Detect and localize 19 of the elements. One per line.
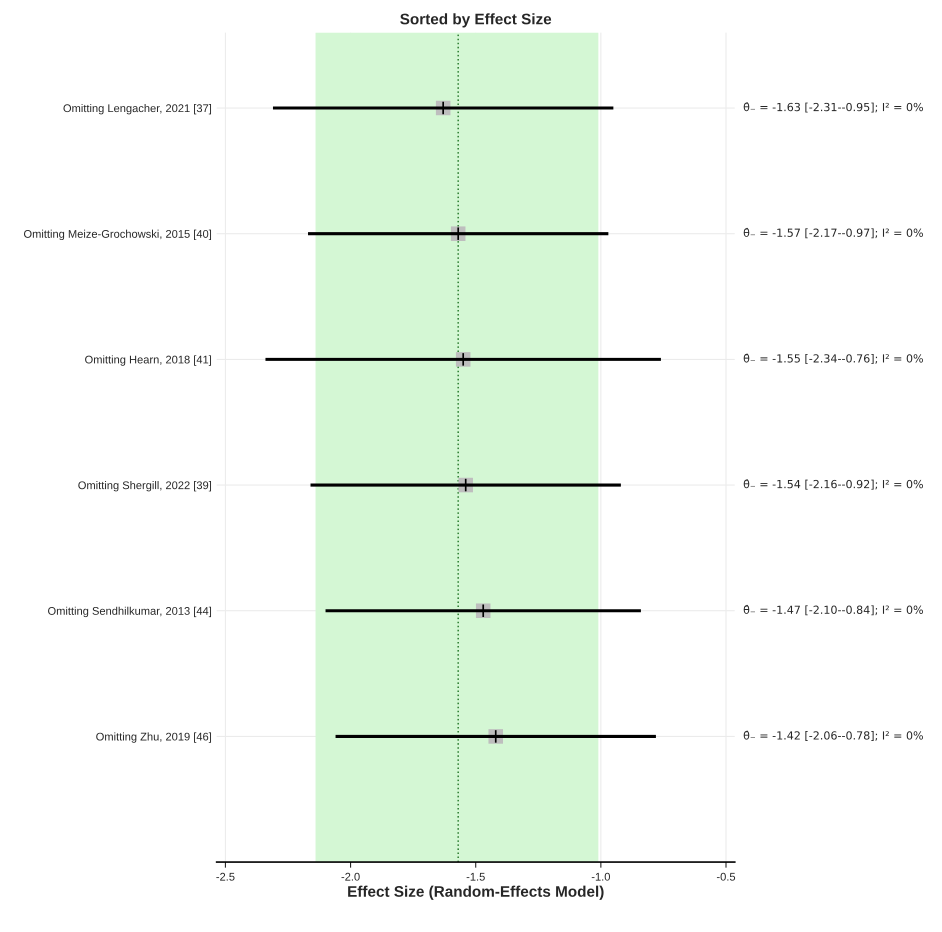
x-axis-title: Effect Size (Random-Effects Model) bbox=[348, 886, 604, 900]
x-tick-label: -0.5 bbox=[716, 872, 736, 881]
y-tick-label: Omitting Hearn, 2018 [41] bbox=[85, 355, 212, 366]
data-label: θ̂₋ = -1.47 [-2.10--0.84]; I² = 0% bbox=[744, 604, 923, 616]
data-label: θ̂₋ = -1.63 [-2.31--0.95]; I² = 0% bbox=[744, 102, 923, 113]
y-tick-label: Omitting Lengacher, 2021 [37] bbox=[63, 104, 212, 114]
y-tick-label: Omitting Shergill, 2022 [39] bbox=[78, 481, 212, 492]
data-label: θ̂₋ = -1.55 [-2.34--0.76]; I² = 0% bbox=[744, 354, 923, 364]
x-tick-label: -1.0 bbox=[592, 872, 610, 881]
data-label: θ̂₋ = -1.42 [-2.06--0.78]; I² = 0% bbox=[744, 730, 923, 741]
x-tick-label: -1.5 bbox=[466, 872, 485, 881]
data-label: θ̂₋ = -1.54 [-2.16--0.92]; I² = 0% bbox=[744, 479, 923, 490]
chart-title: Sorted by Effect Size bbox=[400, 13, 552, 28]
data-label: θ̂₋ = -1.57 [-2.17--0.97]; I² = 0% bbox=[744, 228, 923, 238]
x-tick-label: -2.0 bbox=[341, 872, 360, 881]
y-tick-label: Omitting Zhu, 2019 [46] bbox=[96, 732, 212, 743]
y-tick-label: Omitting Meize-Grochowski, 2015 [40] bbox=[24, 230, 212, 240]
y-tick-label: Omitting Sendhilkumar, 2013 [44] bbox=[48, 606, 212, 618]
x-tick-label: -2.5 bbox=[216, 872, 235, 881]
